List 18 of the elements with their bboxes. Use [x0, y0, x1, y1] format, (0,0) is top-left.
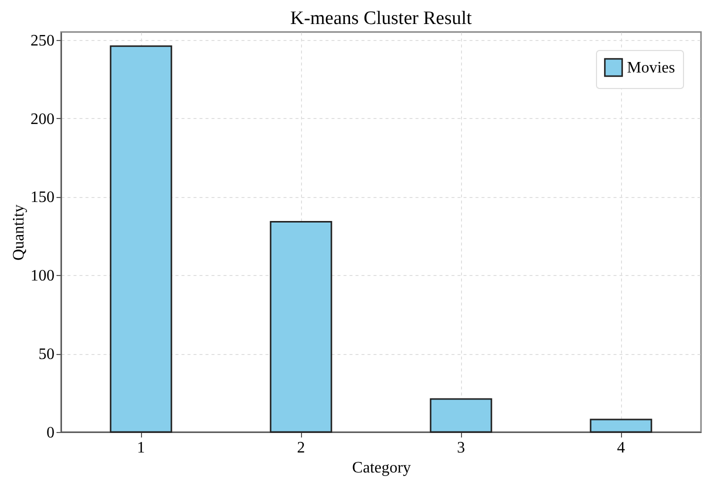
x-tick-label: 2	[297, 440, 305, 456]
bar	[110, 45, 172, 433]
x-tick-label: 3	[457, 440, 465, 456]
x-tick-label: 1	[137, 440, 145, 456]
y-tick-label: 200	[30, 110, 54, 128]
y-tick-label: 0	[46, 424, 54, 442]
y-axis-title: Quantity	[10, 204, 28, 260]
legend-label: Movies	[627, 60, 675, 76]
bar	[590, 418, 652, 433]
y-tick-label: 100	[30, 268, 54, 285]
y-tick-label: 150	[30, 189, 54, 206]
bar	[430, 398, 492, 433]
y-tick-label: 50	[38, 346, 54, 364]
y-tick-label: 250	[30, 32, 54, 50]
x-axis-title: Category	[352, 460, 411, 476]
chart-title: K-means Cluster Result	[290, 8, 472, 29]
x-tick-label: 4	[617, 440, 625, 456]
bar	[270, 221, 332, 433]
